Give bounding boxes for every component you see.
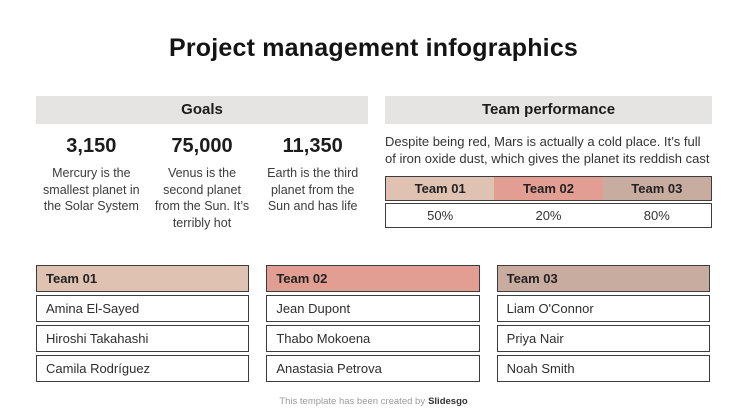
team-member-row: Jean Dupont xyxy=(266,295,480,322)
goal-item: 3,150 Mercury is the smallest planet in … xyxy=(36,135,147,231)
goals-section-header: Goals xyxy=(36,96,368,124)
goal-item: 11,350 Earth is the third planet from th… xyxy=(257,135,368,231)
teams-row: Team 01 Amina El-Sayed Hiroshi Takahashi… xyxy=(36,265,710,382)
team-performance-header: Team performance xyxy=(385,96,712,124)
performance-column-team01: Team 01 xyxy=(386,176,495,200)
team-member-row: Liam O'Connor xyxy=(496,295,710,322)
goal-value: 75,000 xyxy=(171,135,233,157)
team01-table-header: Team 01 xyxy=(36,265,250,292)
footer-brand: Slidesgo xyxy=(428,396,468,407)
team03-table-header: Team 03 xyxy=(496,265,710,292)
page-title: Project management infographics xyxy=(168,34,579,62)
performance-value-team03: 80% xyxy=(643,207,670,223)
team-member-row: Anastasia Petrova xyxy=(266,355,480,382)
performance-column-team02: Team 02 xyxy=(494,176,603,200)
team02-table: Team 02 Jean Dupont Thabo Mokoena Anasta… xyxy=(266,265,480,382)
goals-section: Goals 3,150 Mercury is the smallest plan… xyxy=(36,96,368,231)
performance-value-team02: 20% xyxy=(535,207,562,223)
team-member-row: Noah Smith xyxy=(496,355,710,382)
performance-table-header-row: Team 01 Team 02 Team 03 xyxy=(385,175,712,201)
goal-item: 75,000 Venus is the second planet from t… xyxy=(147,135,258,231)
goal-description: Earth is the third planet from the Sun a… xyxy=(267,166,359,213)
goal-description: Venus is the second planet from the Sun.… xyxy=(154,166,250,230)
performance-table-value-row: 50% 20% 80% xyxy=(385,202,712,228)
goal-value: 11,350 xyxy=(282,135,343,157)
performance-column-team03: Team 03 xyxy=(602,176,711,200)
team-performance-section: Team performance Despite being red, Mars… xyxy=(385,96,712,228)
performance-value-team01: 50% xyxy=(427,207,454,223)
team-member-row: Hiroshi Takahashi xyxy=(36,325,250,352)
goals-grid: 3,150 Mercury is the smallest planet in … xyxy=(36,135,368,231)
team-member-row: Priya Nair xyxy=(496,325,710,352)
goal-description: Mercury is the smallest planet in the So… xyxy=(43,166,140,213)
team02-table-header: Team 02 xyxy=(266,265,480,292)
goal-value: 3,150 xyxy=(66,135,117,157)
footer-credit: This template has been created by Slidesg… xyxy=(0,396,747,407)
team03-table: Team 03 Liam O'Connor Priya Nair Noah Sm… xyxy=(496,265,710,382)
team-member-row: Camila Rodríguez xyxy=(36,355,250,382)
team-performance-description: Despite being red, Mars is actually a co… xyxy=(385,134,710,166)
performance-table: Team 01 Team 02 Team 03 50% 20% 80% xyxy=(385,175,712,228)
team01-table: Team 01 Amina El-Sayed Hiroshi Takahashi… xyxy=(36,265,250,382)
footer-credit-text: This template has been created by xyxy=(279,396,426,407)
team-member-row: Thabo Mokoena xyxy=(266,325,480,352)
team-member-row: Amina El-Sayed xyxy=(36,295,250,322)
